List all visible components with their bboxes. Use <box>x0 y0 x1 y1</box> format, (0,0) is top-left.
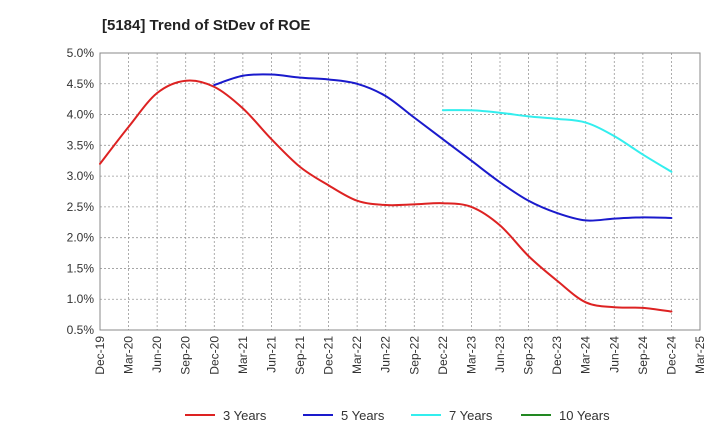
x-tick-label: Jun-23 <box>493 336 507 373</box>
x-tick-label: Jun-21 <box>264 336 278 373</box>
legend-label-5-years: 5 Years <box>341 408 385 423</box>
x-tick-label: Mar-20 <box>122 336 136 374</box>
y-tick-label: 3.5% <box>67 138 95 152</box>
y-tick-label: 0.5% <box>67 323 95 337</box>
series-line-5-years <box>213 73 673 222</box>
x-tick-label: Dec-23 <box>550 336 564 375</box>
x-tick-label: Sep-20 <box>179 336 193 375</box>
series-lines <box>99 73 673 313</box>
grid <box>100 53 700 330</box>
legend: 3 Years 5 Years 7 Years 10 Years <box>185 408 610 423</box>
x-tick-label: Jun-22 <box>379 336 393 373</box>
legend-label-3-years: 3 Years <box>223 408 267 423</box>
x-tick-label: Jun-20 <box>150 336 164 373</box>
x-tick-label: Mar-21 <box>236 336 250 374</box>
x-tick-label: Mar-25 <box>693 336 707 374</box>
x-axis-ticks: Dec-19 Mar-20 Jun-20 Sep-20 Dec-20 Mar-21 Jun-… <box>93 336 707 375</box>
series-line-7-years <box>441 109 673 173</box>
plot-area <box>99 52 701 331</box>
x-tick-label: Dec-19 <box>93 336 107 375</box>
x-tick-label: Sep-24 <box>636 336 650 375</box>
chart-title: [5184] Trend of StDev of ROE <box>102 17 310 34</box>
y-tick-label: 1.5% <box>67 261 95 275</box>
x-tick-label: Mar-24 <box>579 336 593 374</box>
x-tick-label: Dec-24 <box>664 336 678 375</box>
x-tick-label: Sep-21 <box>293 336 307 375</box>
y-tick-label: 2.0% <box>67 231 95 245</box>
series-line-3-years <box>99 79 673 313</box>
x-tick-label: Mar-22 <box>350 336 364 374</box>
legend-label-7-years: 7 Years <box>449 408 493 423</box>
legend-label-10-years: 10 Years <box>559 408 610 423</box>
y-tick-label: 5.0% <box>67 46 95 60</box>
y-tick-label: 3.0% <box>67 169 95 183</box>
x-tick-label: Jun-24 <box>607 336 621 373</box>
x-tick-label: Dec-20 <box>207 336 221 375</box>
y-tick-label: 2.5% <box>67 200 95 214</box>
x-tick-label: Dec-21 <box>322 336 336 375</box>
y-tick-label: 1.0% <box>67 292 95 306</box>
y-tick-label: 4.5% <box>67 77 95 91</box>
x-tick-label: Sep-22 <box>407 336 421 375</box>
x-tick-label: Mar-23 <box>464 336 478 374</box>
x-tick-label: Sep-23 <box>522 336 536 375</box>
y-axis-ticks: 0.5% 1.0% 1.5% 2.0% 2.5% 3.0% 3.5% 4.0% 4.5% 5.0% <box>67 46 95 337</box>
y-tick-label: 4.0% <box>67 108 95 122</box>
x-tick-label: Dec-22 <box>436 336 450 375</box>
